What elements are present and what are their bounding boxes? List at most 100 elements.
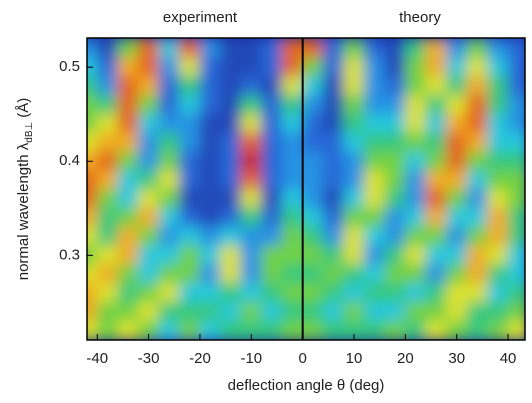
- heatmap-cell: [322, 188, 345, 209]
- heatmap-cell: [425, 320, 447, 340]
- heatmap-cell: [425, 151, 447, 172]
- heatmap-cell: [404, 320, 427, 340]
- heatmap-cell: [240, 245, 263, 266]
- heatmap-cell: [220, 38, 242, 59]
- heatmap-cell: [302, 207, 324, 228]
- heatmap-cell: [117, 301, 139, 322]
- heatmap-cell: [137, 207, 160, 228]
- heatmap-cell: [384, 94, 406, 115]
- heatmap-cell: [302, 320, 324, 340]
- heatmap-cell: [445, 207, 468, 228]
- heatmap-cell: [199, 76, 222, 96]
- heatmap-cell: [425, 38, 447, 59]
- heatmap-cell: [158, 301, 180, 322]
- heatmap-cell: [199, 38, 222, 59]
- x-tick-label: 0: [298, 350, 306, 367]
- heatmap-cell: [220, 151, 242, 172]
- x-tick-label: 40: [500, 350, 517, 367]
- heatmap-cell: [363, 170, 386, 190]
- heatmap-cell: [507, 301, 525, 322]
- heatmap-cell: [384, 38, 406, 59]
- heatmap-cell: [302, 301, 324, 322]
- heatmap-cell: [240, 188, 263, 209]
- x-tick-label: -10: [240, 350, 262, 367]
- plot-frame: [86, 37, 526, 341]
- heatmap-cell: [425, 57, 447, 78]
- heatmap-cell: [281, 94, 304, 115]
- heatmap-cell: [302, 132, 324, 153]
- heatmap-cell: [240, 226, 263, 247]
- heatmap-cell: [96, 170, 119, 190]
- heatmap-cell: [240, 207, 263, 228]
- heatmap-cell: [425, 76, 447, 96]
- heatmap-cell: [425, 245, 447, 266]
- heatmap-cell: [117, 38, 139, 59]
- heatmap-cell: [507, 283, 525, 303]
- heatmap-cell: [281, 320, 304, 340]
- heatmap-cell: [363, 283, 386, 303]
- heatmap-cell: [137, 283, 160, 303]
- heatmap-cell: [87, 170, 98, 190]
- heatmap-cell: [199, 320, 222, 340]
- heatmap-cell: [117, 76, 139, 96]
- heatmap-cell: [281, 188, 304, 209]
- heatmap-cell: [445, 170, 468, 190]
- heatmap-cell: [158, 151, 180, 172]
- heatmap-cell: [158, 188, 180, 209]
- heatmap-cell: [425, 301, 447, 322]
- heatmap-cell: [220, 245, 242, 266]
- heatmap-cell: [96, 188, 119, 209]
- heatmap-cell: [363, 94, 386, 115]
- heatmap-cell: [117, 57, 139, 78]
- heatmap-cell: [96, 38, 119, 59]
- heatmap-cell: [322, 170, 345, 190]
- heatmap-cell: [199, 226, 222, 247]
- heatmap-cell: [384, 207, 406, 228]
- panel-label: theory: [399, 9, 441, 26]
- heatmap-cell: [466, 264, 489, 285]
- heatmap-cell: [137, 132, 160, 153]
- heatmap-cell: [507, 132, 525, 153]
- heatmap-cell: [220, 170, 242, 190]
- heatmap-cell: [445, 132, 468, 153]
- x-tick-label: 10: [346, 350, 363, 367]
- heatmap-cell: [87, 320, 98, 340]
- heatmap-cell: [445, 301, 468, 322]
- heatmap-cell: [343, 57, 365, 78]
- axes: -40 -30 -20 -10 0 10 20 30 40 0.3 0.4 0.5: [59, 37, 526, 367]
- heatmap-cell: [425, 188, 447, 209]
- heatmap-cell: [445, 151, 468, 172]
- heatmap-cell: [445, 245, 468, 266]
- heatmap-cell: [445, 76, 468, 96]
- heatmap-cell: [487, 264, 509, 285]
- heatmap-cell: [404, 132, 427, 153]
- heatmap-cell: [220, 301, 242, 322]
- heatmap-cell: [220, 283, 242, 303]
- heatmap-cell: [220, 132, 242, 153]
- heatmap-cell: [87, 132, 98, 153]
- heatmap-cell: [96, 132, 119, 153]
- heatmap-cell: [466, 226, 489, 247]
- heatmap-cell: [343, 38, 365, 59]
- heatmap-cell: [404, 245, 427, 266]
- heatmap-cell: [281, 151, 304, 172]
- heatmap-cell: [178, 207, 201, 228]
- heatmap-cell: [487, 57, 509, 78]
- heatmap-cell: [117, 226, 139, 247]
- heatmap-cell: [137, 113, 160, 134]
- heatmap-cell: [137, 94, 160, 115]
- heatmap-cell: [404, 226, 427, 247]
- heatmap-cell: [96, 57, 119, 78]
- heatmap-cell: [302, 94, 324, 115]
- heatmap-cell: [363, 188, 386, 209]
- heatmap-cell: [158, 226, 180, 247]
- heatmap-cell: [158, 132, 180, 153]
- heatmap-cell: [363, 113, 386, 134]
- heatmap-cell: [466, 113, 489, 134]
- heatmap-cell: [404, 38, 427, 59]
- heatmap-cell: [507, 38, 525, 59]
- heatmap-cell: [322, 57, 345, 78]
- heatmap-cell: [466, 245, 489, 266]
- heatmap-cell: [240, 94, 263, 115]
- y-tick-label: 0.5: [59, 58, 80, 75]
